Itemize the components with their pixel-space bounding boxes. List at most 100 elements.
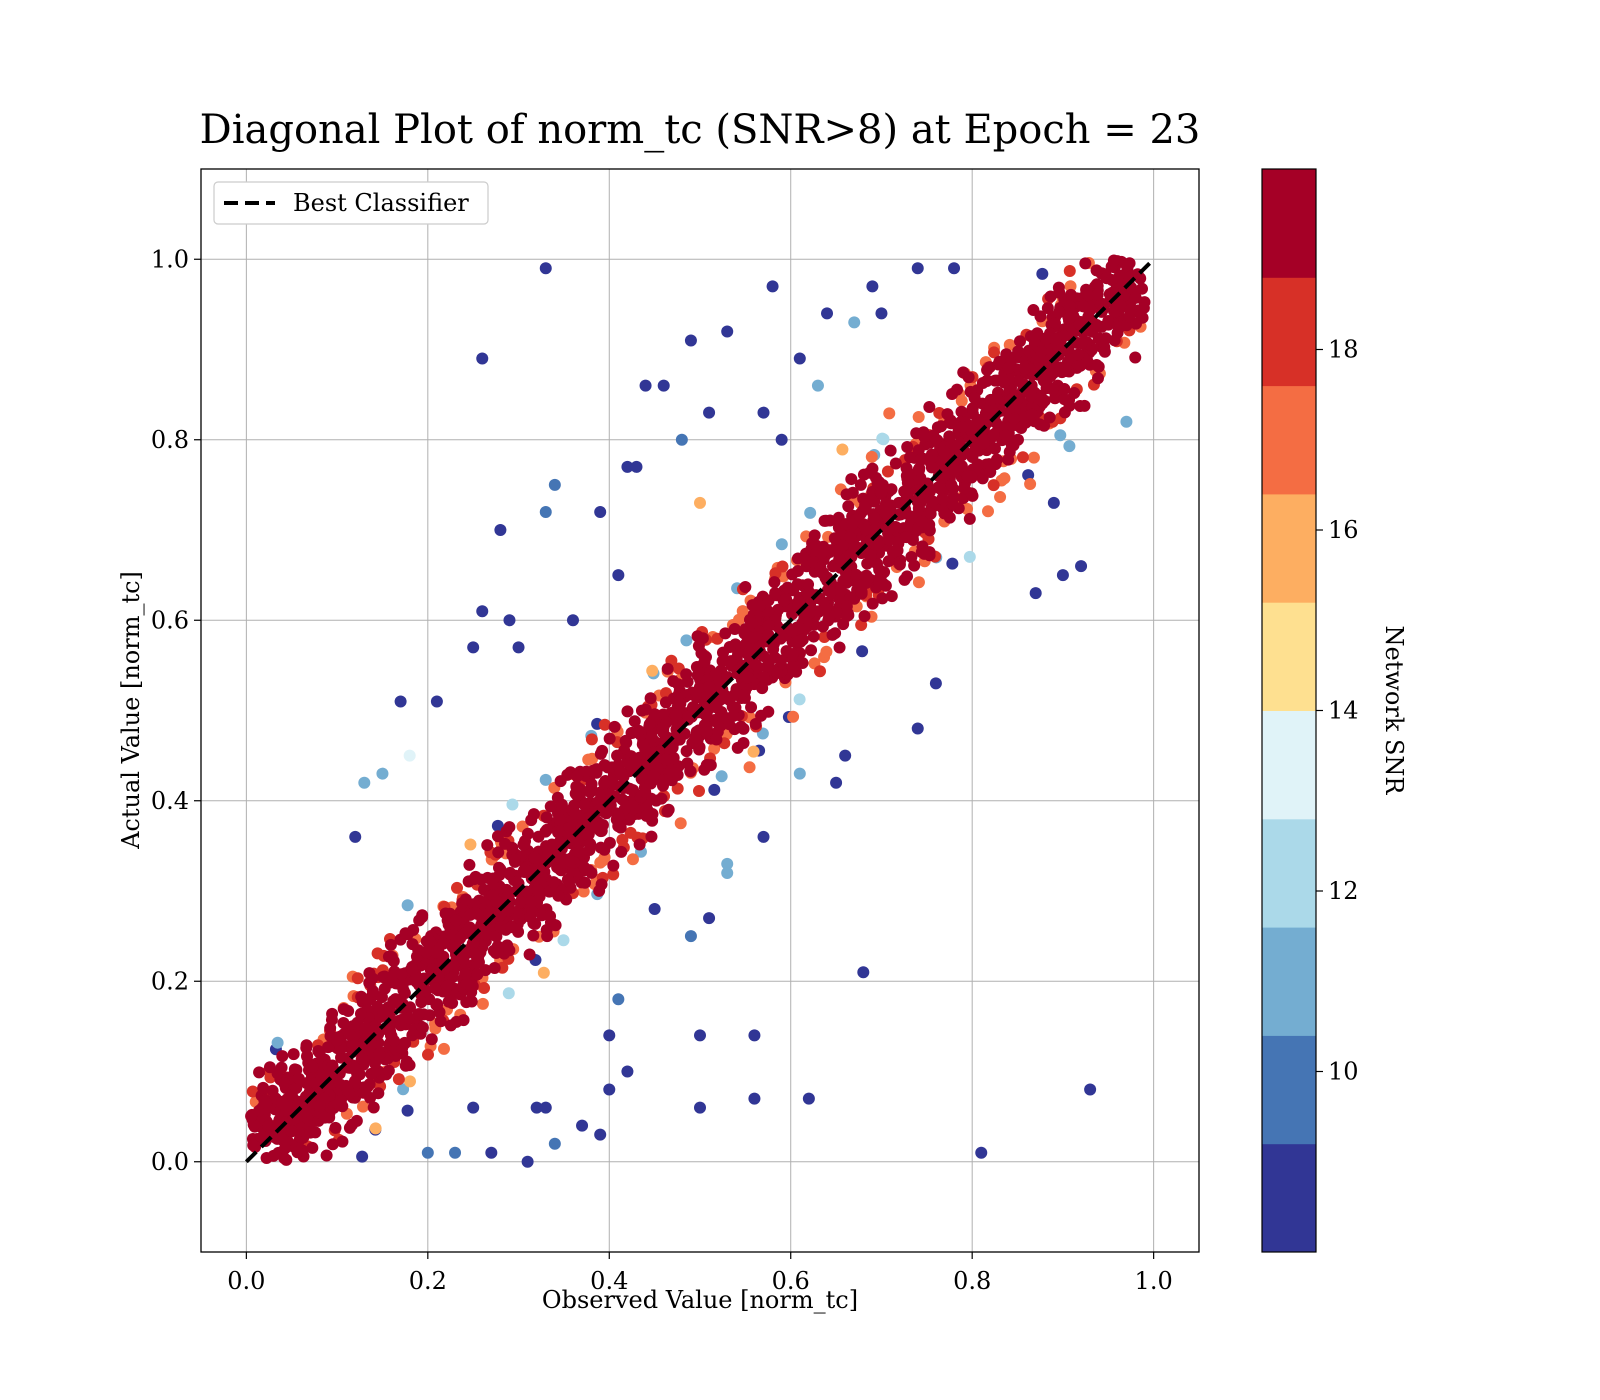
scatter-point (900, 531, 913, 544)
scatter-point (488, 961, 501, 974)
scatter-point (334, 1078, 347, 1091)
scatter-point (769, 587, 782, 600)
scatter-point (905, 511, 918, 524)
scatter-point-outlier (467, 641, 480, 654)
scatter-point (403, 1059, 416, 1072)
colorbar-tick-label: 12 (1328, 877, 1359, 905)
scatter-point (504, 921, 517, 934)
scatter-point (594, 747, 607, 760)
scatter-point (981, 363, 994, 376)
scatter-point-outlier (839, 749, 852, 762)
scatter-point (583, 843, 596, 856)
scatter-point (492, 846, 505, 859)
scatter-point (889, 457, 902, 470)
scatter-point (521, 827, 534, 840)
scatter-point (1025, 408, 1038, 421)
scatter-point-outlier (494, 524, 507, 536)
scatter-point (249, 1140, 262, 1153)
scatter-point-outlier (449, 1146, 462, 1159)
scatter-point-outlier (594, 505, 607, 518)
scatter-point (384, 938, 397, 951)
scatter-point (1137, 301, 1150, 314)
scatter-point-outlier (1075, 560, 1088, 573)
scatter-point (1064, 280, 1077, 293)
scatter-point (857, 578, 870, 591)
scatter-point (569, 787, 582, 800)
scatter-point (802, 578, 815, 591)
scatter-point (382, 1064, 395, 1077)
scatter-point (549, 919, 562, 932)
scatter-point (981, 505, 994, 518)
scatter-point (828, 532, 841, 545)
scatter-point (444, 1019, 457, 1032)
scatter-point (553, 813, 566, 826)
scatter-point (506, 798, 519, 811)
scatter-point (698, 696, 711, 709)
scatter-point (762, 653, 775, 666)
scatter-point (956, 421, 969, 434)
scatter-point (495, 906, 508, 919)
scatter-point (999, 429, 1012, 442)
scatter-point (1079, 257, 1092, 270)
data-points (245, 254, 1151, 1168)
scatter-point (491, 830, 504, 843)
scatter-point-outlier (793, 767, 806, 780)
scatter-point (334, 1094, 347, 1107)
scatter-point (499, 837, 512, 850)
scatter-point (403, 1075, 416, 1088)
scatter-point (699, 708, 712, 721)
scatter-point-outlier (802, 1092, 815, 1105)
scatter-point (747, 745, 760, 758)
scatter-point (503, 821, 516, 834)
scatter-point (1102, 318, 1115, 331)
scatter-point (531, 884, 544, 897)
scatter-point (468, 873, 481, 886)
scatter-point (968, 391, 981, 404)
scatter-point (1046, 383, 1059, 396)
scatter-point (971, 458, 984, 471)
scatter-point (643, 718, 656, 731)
scatter-point (329, 1121, 342, 1134)
scatter-point (777, 594, 790, 607)
scatter-point-outlier (630, 460, 643, 473)
scatter-point (1049, 333, 1062, 346)
scatter-point-outlier (603, 1029, 616, 1042)
x-tick-label: 0.8 (953, 1267, 991, 1295)
scatter-point (786, 660, 799, 673)
scatter-point (607, 868, 620, 881)
scatter-point (769, 567, 782, 580)
scatter-point (984, 465, 997, 478)
scatter-point (689, 731, 702, 744)
scatter-point (670, 763, 683, 776)
y-tick-label: 0.0 (151, 1148, 189, 1176)
scatter-point-outlier (576, 1119, 589, 1132)
scatter-point (1012, 345, 1025, 358)
scatter-point (464, 838, 477, 851)
scatter-point (543, 885, 556, 898)
scatter-point (463, 858, 476, 871)
legend-box (213, 181, 489, 225)
scatter-point (552, 889, 565, 902)
scatter-point (844, 548, 857, 561)
scatter-point (614, 766, 627, 779)
scatter-point (336, 1135, 349, 1148)
scatter-point-outlier (539, 262, 552, 275)
scatter-point-outlier (775, 433, 788, 446)
scatter-point (450, 914, 463, 927)
scatter-point (528, 851, 541, 864)
scatter-point-outlier (721, 325, 734, 338)
scatter-point (934, 482, 947, 495)
scatter-point (464, 908, 477, 921)
scatter-point (1035, 345, 1048, 358)
scatter-point (905, 551, 918, 564)
scatter-point-outlier (821, 307, 834, 320)
scatter-point (480, 928, 493, 941)
scatter-point (963, 550, 976, 563)
scatter-point (814, 665, 827, 678)
scatter-point-outlier (830, 776, 843, 789)
scatter-point-outlier (421, 1146, 434, 1159)
scatter-point (645, 830, 658, 843)
scatter-point (1091, 372, 1104, 385)
scatter-point (873, 563, 886, 576)
